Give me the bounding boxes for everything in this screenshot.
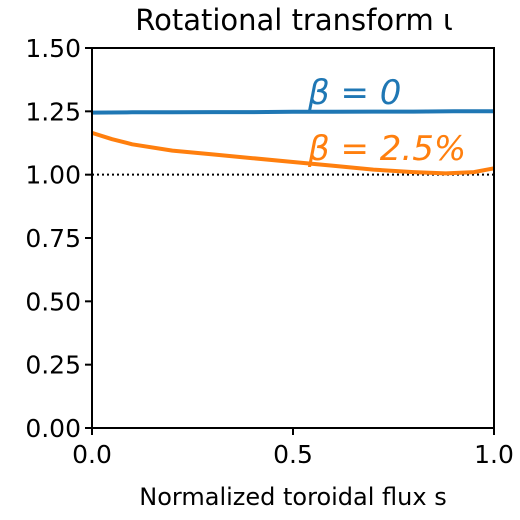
series-layer	[91, 109, 495, 176]
y-tick-label-5: 1.25	[25, 97, 81, 126]
y-tick-label-6: 1.50	[25, 34, 81, 63]
x-tick-label-0: 0.0	[72, 440, 112, 469]
y-tick-label-2: 0.50	[25, 287, 81, 316]
series-line-0	[91, 109, 494, 115]
x-tick-label-1: 0.5	[273, 440, 313, 469]
tick-layer: 0.00 0.25 0.50 0.75 1.00 1.25 1.50 0.0 0.5 1.0	[25, 34, 514, 469]
x-tick-label-2: 1.0	[474, 440, 514, 469]
y-tick-label-0: 0.00	[25, 414, 81, 443]
series-label-beta-2-5: β = 2.5%	[307, 129, 466, 169]
chart-title: Rotational transform ι	[135, 3, 453, 37]
y-tick-label-4: 1.00	[25, 161, 81, 190]
x-axis-label: Normalized toroidal flux s	[139, 483, 446, 511]
y-tick-label-1: 0.25	[25, 351, 81, 380]
y-tick-label-3: 0.75	[25, 224, 81, 253]
series-line-1	[91, 130, 495, 176]
series-label-beta-0: β = 0	[307, 73, 401, 113]
plot-area	[92, 48, 494, 428]
